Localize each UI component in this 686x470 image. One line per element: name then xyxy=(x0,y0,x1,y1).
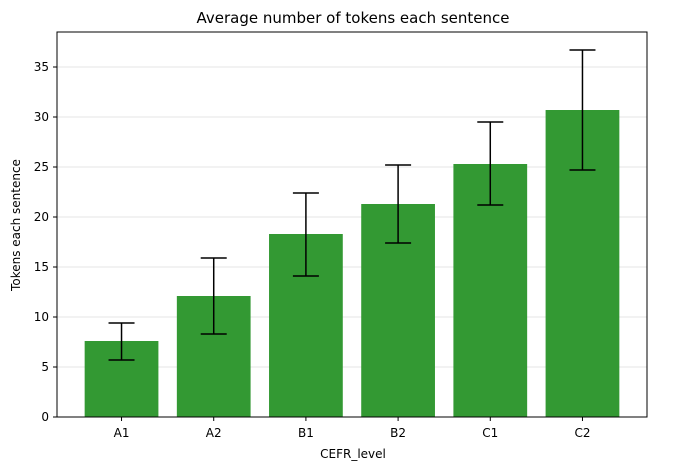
x-tick-label-A2: A2 xyxy=(206,426,222,440)
y-tick-label: 15 xyxy=(34,260,49,274)
y-tick-label: 10 xyxy=(34,310,49,324)
x-tick-label-C1: C1 xyxy=(482,426,498,440)
chart-title: Average number of tokens each sentence xyxy=(196,9,509,27)
x-tick-label-A1: A1 xyxy=(114,426,130,440)
y-tick-label: 5 xyxy=(41,360,49,374)
x-tick-label-C2: C2 xyxy=(574,426,590,440)
plot-frame xyxy=(56,31,648,418)
y-axis-label: Tokens each sentence xyxy=(9,159,23,292)
x-tick-label-B1: B1 xyxy=(298,426,314,440)
y-tick-label: 20 xyxy=(34,210,49,224)
y-tick-label: 30 xyxy=(34,110,49,124)
error-bars xyxy=(108,49,596,361)
y-axis: 0 5 10 15 20 25 30 35 xyxy=(34,60,57,424)
y-tick-label: 25 xyxy=(34,160,49,174)
y-tick-label: 35 xyxy=(34,60,49,74)
x-tick-label-B2: B2 xyxy=(390,426,406,440)
bars xyxy=(84,110,620,417)
x-axis: A1 A2 B1 B2 C1 C2 xyxy=(114,417,590,440)
x-axis-label: CEFR_level xyxy=(320,447,386,461)
y-tick-label: 0 xyxy=(41,410,49,424)
bar-C1 xyxy=(453,164,528,417)
